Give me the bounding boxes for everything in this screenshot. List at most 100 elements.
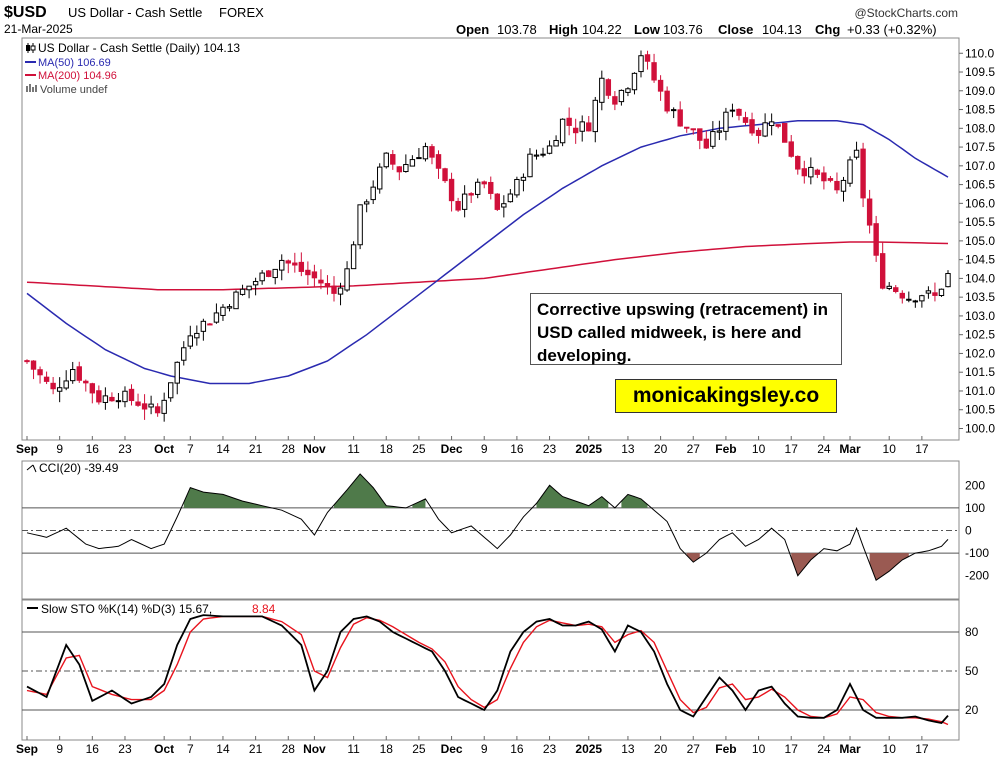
candle-body — [207, 323, 213, 326]
price-y-tick-label: 107.0 — [965, 159, 995, 173]
price-x-axis: Sep 9 16 23 Oct 7 14 21 28 Nov 11 18 25 Dec 9 16 23 2025 1… — [16, 436, 929, 456]
sto-lines-layer — [26, 614, 949, 726]
sto-x-tick-label: 20 — [654, 742, 668, 756]
chart-source: @StockCharts.com — [854, 6, 958, 20]
candle-body — [664, 90, 670, 112]
price-x-tick-label: 9 — [481, 442, 488, 456]
price-y-tick-label: 108.0 — [965, 121, 995, 135]
candle-body — [442, 168, 448, 182]
price-x-tick-label: 20 — [654, 442, 668, 456]
candle-body — [507, 193, 514, 203]
high-label: High — [549, 22, 578, 37]
candle-body — [618, 89, 625, 103]
candle-body — [893, 287, 899, 292]
price-panel-frame — [21, 37, 960, 441]
candle-body — [390, 154, 396, 165]
cci-overbought-fill — [412, 498, 426, 508]
sto-x-tick-label: Oct — [154, 742, 174, 756]
ma200-legend-label: MA(200) 104.96 — [38, 70, 117, 82]
sto-x-tick-label: 11 — [347, 742, 360, 756]
cci-overbought-fill — [183, 487, 269, 508]
sto-panel-frame — [21, 599, 960, 741]
candle-body — [318, 279, 324, 284]
candle-body — [83, 380, 89, 384]
cci-legend-label: CCI(20) -39.49 — [39, 461, 119, 475]
candle-body — [494, 193, 500, 210]
price-x-tick-label: 27 — [687, 442, 701, 456]
candle-body — [422, 146, 429, 160]
candle-body — [651, 62, 657, 81]
candle-body — [533, 154, 540, 157]
candle-body — [906, 298, 912, 301]
candle-body — [305, 269, 311, 276]
price-x-tick-label: 18 — [380, 442, 394, 456]
price-x-tick-label: 16 — [510, 442, 524, 456]
candle-legend-icon — [26, 43, 36, 53]
price-x-tick-label: 21 — [249, 442, 263, 456]
candle-body — [455, 200, 461, 211]
candle-body — [122, 390, 128, 403]
price-x-tick-label: 25 — [412, 442, 426, 456]
candle-body — [821, 172, 827, 182]
sto-x-tick-label: 16 — [510, 742, 524, 756]
ma200-line — [26, 241, 949, 291]
candle-body — [70, 369, 76, 382]
price-y-tick-label: 109.5 — [965, 65, 995, 79]
candle-body — [475, 181, 481, 195]
candle-body — [403, 164, 409, 173]
candle-body — [76, 366, 82, 381]
candle-body — [527, 153, 533, 178]
candle-body — [363, 201, 370, 205]
candle-body — [239, 288, 246, 295]
high-value: 104.22 — [582, 22, 622, 37]
sto-x-tick-label: 18 — [380, 742, 394, 756]
candle-body — [834, 180, 840, 191]
sto-x-tick-label: 21 — [249, 742, 263, 756]
price-x-tick-label: 2025 — [575, 442, 602, 456]
change-value: +0.33 (+0.32%) — [847, 22, 937, 37]
candle-body — [337, 287, 344, 295]
candle-body — [860, 148, 866, 199]
sto-k-line — [26, 614, 949, 724]
candle-body — [886, 285, 892, 289]
candle-body — [272, 268, 278, 279]
volume-legend-label: Volume undef — [40, 84, 108, 96]
candle-body — [788, 141, 794, 157]
candle-body — [808, 166, 814, 178]
candle-body — [24, 360, 30, 363]
price-legend: US Dollar - Cash Settle (Daily) 104.13 M… — [25, 41, 240, 96]
candle-body — [285, 260, 291, 264]
candle-body — [246, 285, 252, 291]
candle-body — [932, 292, 938, 296]
sto-x-tick-label: 17 — [915, 742, 929, 756]
candle-body — [168, 382, 174, 399]
price-y-tick-label: 101.0 — [965, 384, 995, 398]
candle-body — [226, 306, 233, 309]
price-y-tick-label: 110.0 — [965, 46, 994, 60]
candle-body — [540, 153, 546, 156]
candle-body — [350, 244, 357, 270]
price-x-tick-label: 7 — [187, 442, 194, 456]
candle-body — [847, 159, 853, 184]
sto-x-tick-label: 2025 — [575, 742, 602, 756]
candle-body — [553, 139, 559, 147]
candle-body — [259, 272, 265, 282]
candle-body — [853, 149, 860, 158]
candle-body — [252, 281, 259, 286]
candle-body — [501, 203, 507, 208]
candle-body — [795, 155, 801, 170]
price-y-tick-label: 104.0 — [965, 271, 995, 285]
candle-body — [154, 406, 161, 414]
candle-body — [148, 403, 154, 408]
price-y-axis: 100.0 100.5 101.0 101.5 102.0 102.5 103.0 103.5… — [959, 46, 995, 435]
candle-body — [377, 166, 383, 190]
candle-body — [866, 198, 873, 226]
price-y-tick-label: 103.0 — [965, 309, 995, 323]
candle-body — [298, 261, 305, 272]
candle-body — [135, 401, 141, 406]
candle-body — [194, 332, 200, 339]
candle-body — [233, 291, 239, 310]
candle-body — [945, 273, 951, 288]
candle-body — [128, 388, 135, 402]
candle-body — [657, 79, 664, 92]
